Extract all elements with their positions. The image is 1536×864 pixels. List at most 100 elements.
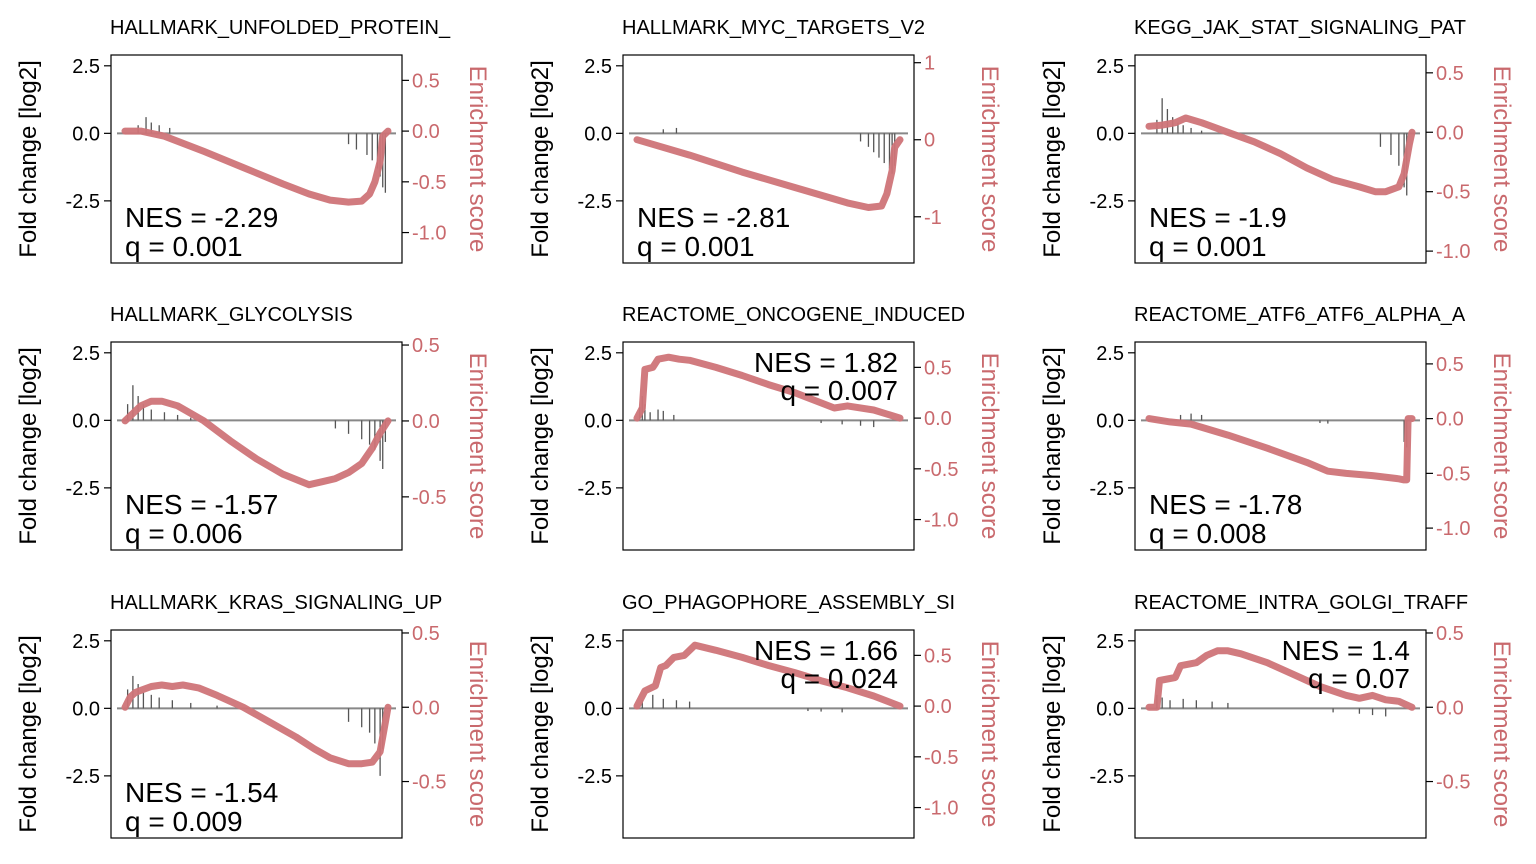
left-axis-tick-label: 0.0 — [1096, 698, 1124, 720]
left-axis-label: Fold change [log2] — [1039, 347, 1066, 544]
panel-frame — [1134, 54, 1427, 264]
gsea-panel-2: HALLMARK_MYC_TARGETS_V2 2.5 0.0 -2.5 1 0 -1 Fol… — [527, 17, 1003, 264]
nes-annotation: NES = -2.81 — [637, 202, 790, 233]
panel-frame — [110, 54, 403, 264]
left-axis-tick-label: 2.5 — [1096, 631, 1124, 653]
left-axis-tick-label: 0.0 — [584, 410, 612, 432]
left-axis-tick-label: -2.5 — [1090, 766, 1124, 788]
right-axis-tick-label: 0.0 — [924, 408, 952, 430]
right-axis-label: Enrichment score — [1488, 641, 1515, 828]
panel-frame — [110, 341, 403, 551]
nes-annotation: NES = -1.57 — [125, 489, 278, 520]
left-axis-tick-label: 0.0 — [72, 698, 100, 720]
enrichment-score-line — [633, 641, 904, 710]
panel-title: HALLMARK_GLYCOLYSIS — [110, 304, 353, 326]
panel-frame — [1134, 341, 1427, 551]
right-axis-tick-label: 0.5 — [412, 623, 440, 645]
q-value-annotation: q = 0.001 — [1149, 231, 1267, 262]
left-axis-tick-label: 0.0 — [1096, 410, 1124, 432]
right-axis-tick-label: -0.5 — [412, 172, 446, 194]
right-axis-tick-label: 0.5 — [1436, 63, 1464, 85]
right-axis-tick-label: 0.0 — [412, 121, 440, 143]
gsea-panel-4: HALLMARK_GLYCOLYSIS 2.5 0.0 -2.5 0.5 0.0 -0.5 F… — [15, 304, 491, 551]
left-axis-tick-label: -2.5 — [578, 766, 612, 788]
panel-title: KEGG_JAK_STAT_SIGNALING_PAT — [1134, 17, 1466, 39]
gsea-panel-9: REACTOME_INTRA_GOLGI_TRAFF 2.5 0.0 -2.5 0.5 0… — [1039, 592, 1515, 839]
nes-annotation: NES = 1.66 — [754, 635, 898, 666]
panel-title: HALLMARK_MYC_TARGETS_V2 — [622, 17, 925, 39]
gsea-panel-5: REACTOME_ONCOGENE_INDUCED 2.5 0.0 -2.5 0.5 0.… — [527, 304, 1003, 551]
panel-frame — [622, 54, 915, 264]
right-axis-label: Enrichment score — [976, 66, 1003, 253]
left-axis-tick-label: 2.5 — [1096, 343, 1124, 365]
enrichment-score-line — [1145, 415, 1416, 484]
right-axis-tick-label: 0.0 — [924, 696, 952, 718]
nes-annotation: NES = -2.29 — [125, 202, 278, 233]
nes-annotation: NES = 1.82 — [754, 347, 898, 378]
right-axis-tick-label: 0.0 — [1436, 122, 1464, 144]
left-axis-tick-label: -2.5 — [578, 478, 612, 500]
q-value-annotation: q = 0.007 — [780, 375, 898, 406]
enrichment-score-line — [121, 681, 392, 768]
left-axis-label: Fold change [log2] — [15, 635, 42, 832]
right-axis-label: Enrichment score — [464, 66, 491, 253]
left-axis-label: Fold change [log2] — [527, 60, 554, 257]
right-axis-tick-label: -1.0 — [1436, 241, 1470, 263]
right-axis-tick-label: 0.5 — [924, 645, 952, 667]
nes-annotation: NES = 1.4 — [1282, 635, 1410, 666]
right-axis-tick-label: -1.0 — [924, 798, 958, 820]
enrichment-score-line — [121, 127, 392, 206]
right-axis-tick-label: 0.0 — [1436, 697, 1464, 719]
left-axis-tick-label: 2.5 — [584, 343, 612, 365]
enrichment-score-line — [633, 353, 904, 422]
left-axis-tick-label: 0.0 — [1096, 123, 1124, 145]
right-axis-tick-label: -0.5 — [1436, 772, 1470, 794]
right-axis-tick-label: 0.0 — [1436, 409, 1464, 431]
q-value-annotation: q = 0.008 — [1149, 518, 1267, 549]
right-axis-tick-label: 0.5 — [412, 335, 440, 357]
gsea-panel-6: REACTOME_ATF6_ATF6_ALPHA_A 2.5 0.0 -2.5 0.5 0… — [1039, 304, 1515, 551]
panel-title: REACTOME_ATF6_ATF6_ALPHA_A — [1134, 304, 1466, 326]
right-axis-tick-label: 0.5 — [1436, 623, 1464, 645]
right-axis-tick-label: -0.5 — [1436, 182, 1470, 204]
panel-frame — [1134, 629, 1427, 839]
q-value-annotation: q = 0.07 — [1308, 663, 1410, 694]
panel-title: GO_PHAGOPHORE_ASSEMBLY_SI — [622, 592, 955, 614]
left-axis-label: Fold change [log2] — [1039, 635, 1066, 832]
right-axis-tick-label: -0.5 — [412, 772, 446, 794]
right-axis-tick-label: -0.5 — [412, 487, 446, 509]
nes-annotation: NES = -1.78 — [1149, 489, 1302, 520]
nes-annotation: NES = -1.54 — [125, 777, 278, 808]
panel-title: HALLMARK_UNFOLDED_PROTEIN_ — [110, 17, 451, 39]
right-axis-label: Enrichment score — [1488, 66, 1515, 253]
right-axis-label: Enrichment score — [464, 641, 491, 828]
q-value-annotation: q = 0.006 — [125, 518, 243, 549]
panel-title: REACTOME_ONCOGENE_INDUCED — [622, 304, 965, 326]
right-axis-label: Enrichment score — [464, 353, 491, 540]
right-axis-tick-label: 0.0 — [412, 697, 440, 719]
enrichment-score-line — [121, 397, 392, 489]
left-axis-tick-label: -2.5 — [66, 478, 100, 500]
left-axis-tick-label: 0.0 — [72, 123, 100, 145]
right-axis-label: Enrichment score — [976, 353, 1003, 540]
left-axis-label: Fold change [log2] — [527, 635, 554, 832]
enrichment-score-line — [1145, 647, 1416, 711]
right-axis-tick-label: 0.0 — [412, 411, 440, 433]
panel-title: REACTOME_INTRA_GOLGI_TRAFF — [1134, 592, 1468, 614]
enrichment-score-line — [633, 136, 904, 211]
panel-frame — [110, 629, 403, 839]
right-axis-tick-label: 1 — [924, 53, 935, 75]
left-axis-tick-label: 0.0 — [72, 410, 100, 432]
gsea-panel-7: HALLMARK_KRAS_SIGNALING_UP 2.5 0.0 -2.5 0.5 0… — [15, 592, 491, 839]
right-axis-tick-label: -1.0 — [1436, 518, 1470, 540]
left-axis-tick-label: -2.5 — [578, 191, 612, 213]
right-axis-tick-label: -0.5 — [924, 747, 958, 769]
right-axis-label: Enrichment score — [976, 641, 1003, 828]
q-value-annotation: q = 0.001 — [637, 231, 755, 262]
panel-title: HALLMARK_KRAS_SIGNALING_UP — [110, 592, 442, 614]
nes-annotation: NES = -1.9 — [1149, 202, 1287, 233]
left-axis-label: Fold change [log2] — [15, 60, 42, 257]
enrichment-score-line — [1145, 114, 1416, 196]
left-axis-tick-label: 2.5 — [72, 631, 100, 653]
